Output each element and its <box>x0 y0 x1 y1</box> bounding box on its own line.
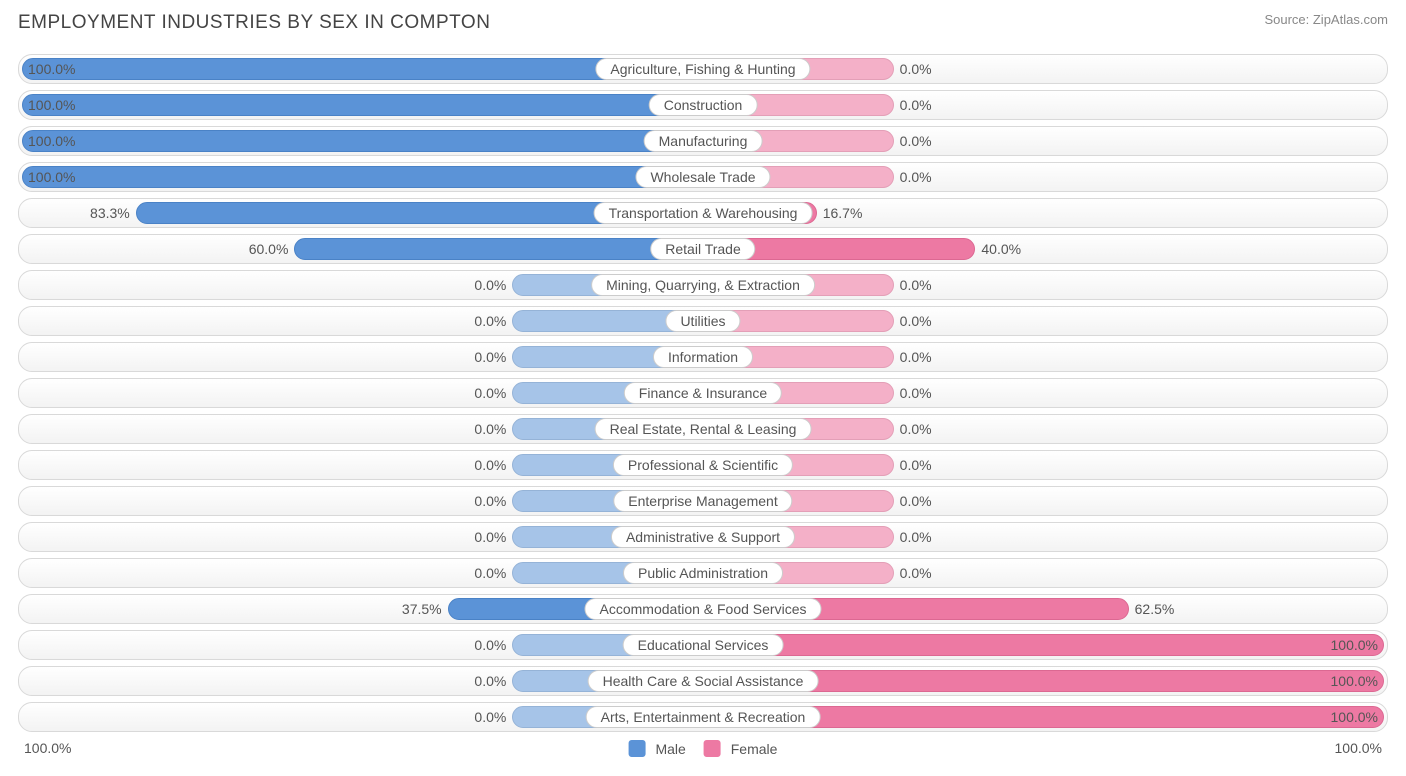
female-pct-label: 0.0% <box>900 493 932 509</box>
female-pct-label: 0.0% <box>900 529 932 545</box>
chart-row: 100.0% 0.0% Construction <box>18 90 1388 120</box>
category-label: Educational Services <box>623 634 784 656</box>
male-pct-label: 0.0% <box>474 349 506 365</box>
male-bar <box>294 238 703 260</box>
chart-row: 0.0% 0.0% Public Administration <box>18 558 1388 588</box>
category-label: Health Care & Social Assistance <box>588 670 819 692</box>
category-label: Administrative & Support <box>611 526 795 548</box>
male-pct-label: 0.0% <box>474 421 506 437</box>
category-label: Information <box>653 346 753 368</box>
female-pct-label: 0.0% <box>900 421 932 437</box>
male-pct-label: 60.0% <box>249 241 289 257</box>
chart-row: 83.3% 16.7% Transportation & Warehousing <box>18 198 1388 228</box>
legend-female: Female <box>704 740 778 757</box>
chart-row: 0.0% 0.0% Information <box>18 342 1388 372</box>
category-label: Agriculture, Fishing & Hunting <box>595 58 810 80</box>
chart-row: 0.0% 0.0% Utilities <box>18 306 1388 336</box>
male-pct-label: 100.0% <box>28 133 75 149</box>
male-pct-label: 0.0% <box>474 637 506 653</box>
category-label: Utilities <box>665 310 740 332</box>
category-label: Mining, Quarrying, & Extraction <box>591 274 815 296</box>
chart-row: 0.0% 100.0% Health Care & Social Assistanc… <box>18 666 1388 696</box>
female-pct-label: 0.0% <box>900 169 932 185</box>
chart-row: 100.0% 0.0% Wholesale Trade <box>18 162 1388 192</box>
male-pct-label: 0.0% <box>474 529 506 545</box>
male-swatch <box>629 740 646 757</box>
category-label: Transportation & Warehousing <box>594 202 813 224</box>
female-pct-label: 0.0% <box>900 61 932 77</box>
female-pct-label: 0.0% <box>900 349 932 365</box>
male-pct-label: 0.0% <box>474 493 506 509</box>
category-label: Public Administration <box>623 562 783 584</box>
chart-row: 60.0% 40.0% Retail Trade <box>18 234 1388 264</box>
male-pct-label: 0.0% <box>474 277 506 293</box>
male-pct-label: 0.0% <box>474 313 506 329</box>
chart-footer: 100.0% Male Female 100.0% <box>18 740 1388 756</box>
female-pct-label: 62.5% <box>1135 601 1175 617</box>
male-pct-label: 100.0% <box>28 61 75 77</box>
male-pct-label: 0.0% <box>474 565 506 581</box>
male-pct-label: 0.0% <box>474 385 506 401</box>
chart-row: 100.0% 0.0% Manufacturing <box>18 126 1388 156</box>
axis-right-label: 100.0% <box>1335 740 1382 756</box>
female-bar <box>703 634 1384 656</box>
category-label: Manufacturing <box>644 130 763 152</box>
chart-row: 0.0% 100.0% Educational Services <box>18 630 1388 660</box>
chart-row: 0.0% 0.0% Professional & Scientific <box>18 450 1388 480</box>
chart-legend: Male Female <box>629 740 778 757</box>
category-label: Accommodation & Food Services <box>585 598 822 620</box>
category-label: Construction <box>649 94 758 116</box>
chart-row: 0.0% 0.0% Enterprise Management <box>18 486 1388 516</box>
chart-row: 0.0% 0.0% Real Estate, Rental & Leasing <box>18 414 1388 444</box>
chart-row: 0.0% 0.0% Mining, Quarrying, & Extraction <box>18 270 1388 300</box>
chart-row: 100.0% 0.0% Agriculture, Fishing & Hunting <box>18 54 1388 84</box>
male-bar <box>22 94 703 116</box>
category-label: Arts, Entertainment & Recreation <box>586 706 821 728</box>
chart-row: 0.0% 100.0% Arts, Entertainment & Recreati… <box>18 702 1388 732</box>
female-pct-label: 0.0% <box>900 565 932 581</box>
chart-row: 0.0% 0.0% Finance & Insurance <box>18 378 1388 408</box>
female-pct-label: 40.0% <box>981 241 1021 257</box>
category-label: Enterprise Management <box>613 490 792 512</box>
female-pct-label: 100.0% <box>1331 673 1378 689</box>
male-pct-label: 0.0% <box>474 457 506 473</box>
category-label: Professional & Scientific <box>613 454 793 476</box>
category-label: Wholesale Trade <box>635 166 770 188</box>
legend-male: Male <box>629 740 686 757</box>
category-label: Real Estate, Rental & Leasing <box>595 418 812 440</box>
female-swatch <box>704 740 721 757</box>
female-pct-label: 0.0% <box>900 133 932 149</box>
axis-left-label: 100.0% <box>24 740 71 756</box>
female-pct-label: 0.0% <box>900 457 932 473</box>
female-pct-label: 0.0% <box>900 97 932 113</box>
chart-header: EMPLOYMENT INDUSTRIES BY SEX IN COMPTON … <box>18 12 1388 34</box>
diverging-bar-chart: 100.0% 0.0% Agriculture, Fishing & Hunting… <box>18 54 1388 732</box>
female-pct-label: 100.0% <box>1331 637 1378 653</box>
chart-row: 0.0% 0.0% Administrative & Support <box>18 522 1388 552</box>
male-pct-label: 37.5% <box>402 601 442 617</box>
male-pct-label: 100.0% <box>28 97 75 113</box>
female-pct-label: 0.0% <box>900 277 932 293</box>
female-pct-label: 16.7% <box>823 205 863 221</box>
chart-row: 37.5% 62.5% Accommodation & Food Services <box>18 594 1388 624</box>
male-pct-label: 83.3% <box>90 205 130 221</box>
chart-title: EMPLOYMENT INDUSTRIES BY SEX IN COMPTON <box>18 12 490 34</box>
chart-source: Source: ZipAtlas.com <box>1264 12 1388 27</box>
female-pct-label: 0.0% <box>900 385 932 401</box>
male-pct-label: 0.0% <box>474 673 506 689</box>
male-pct-label: 0.0% <box>474 709 506 725</box>
legend-female-label: Female <box>731 741 778 757</box>
female-pct-label: 100.0% <box>1331 709 1378 725</box>
male-bar <box>22 130 703 152</box>
male-pct-label: 100.0% <box>28 169 75 185</box>
female-pct-label: 0.0% <box>900 313 932 329</box>
male-bar <box>22 166 703 188</box>
category-label: Retail Trade <box>650 238 755 260</box>
category-label: Finance & Insurance <box>624 382 782 404</box>
legend-male-label: Male <box>655 741 685 757</box>
